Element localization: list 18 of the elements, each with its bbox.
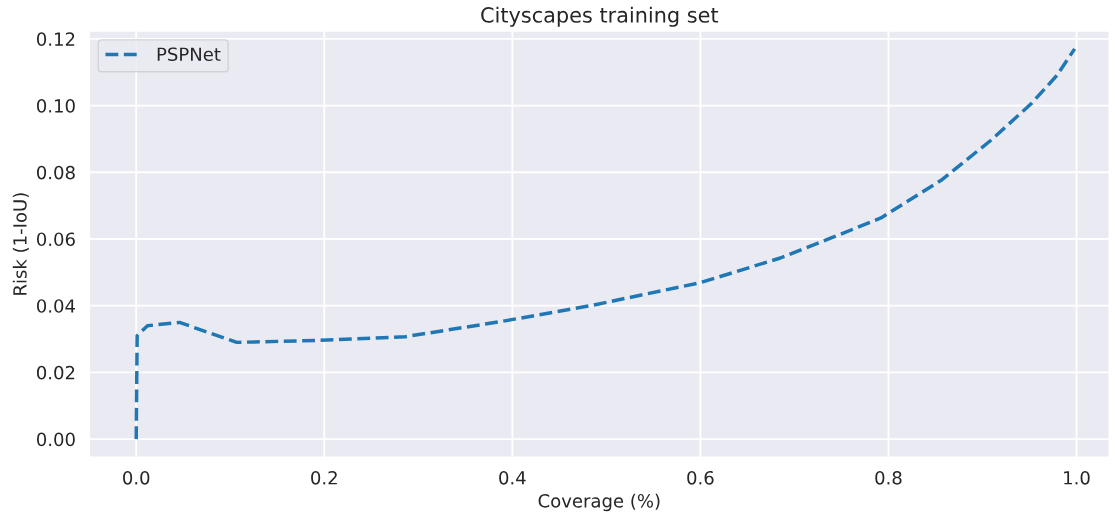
y-tick-label: 0.10 bbox=[36, 99, 75, 113]
y-tick-label: 0.12 bbox=[36, 32, 75, 46]
x-tick-label: 0.8 bbox=[875, 470, 902, 485]
x-tick-label: 0.0 bbox=[123, 470, 150, 485]
y-tick-label: 0.06 bbox=[36, 232, 75, 247]
y-tick-label: 0.08 bbox=[36, 165, 75, 180]
line-series bbox=[134, 47, 1077, 441]
y-axis-title: Risk (1-IoU) bbox=[12, 193, 29, 295]
x-tick-label: 0.2 bbox=[311, 470, 337, 485]
y-tick-label: 0.02 bbox=[36, 365, 75, 380]
x-axis-title: Coverage (%) bbox=[538, 493, 660, 512]
x-tick-label: 1.0 bbox=[1064, 470, 1090, 485]
y-tick-label: 0.04 bbox=[36, 299, 75, 313]
y-tick-label: 0.00 bbox=[36, 432, 75, 447]
x-tick-label: 0.6 bbox=[687, 470, 714, 485]
legend-label: PSPNet bbox=[157, 47, 221, 62]
x-tick-label: 0.4 bbox=[499, 470, 526, 485]
chart-title: Cityscapes training set bbox=[481, 6, 719, 27]
